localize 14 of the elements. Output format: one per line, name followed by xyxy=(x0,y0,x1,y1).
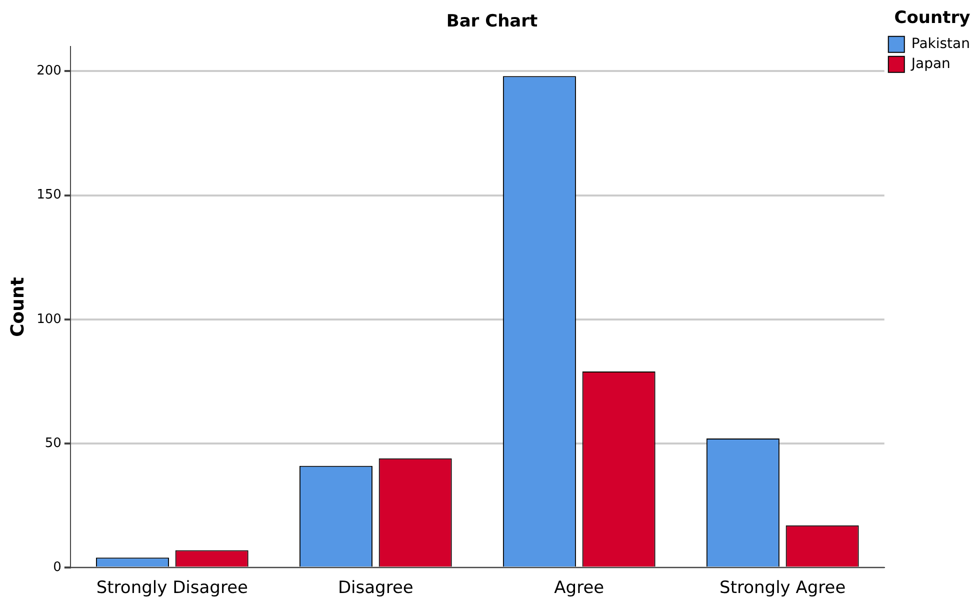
chart-title: Bar Chart xyxy=(446,12,538,32)
x-tick-label: Agree xyxy=(554,578,604,598)
y-tick-label: 50 xyxy=(44,436,62,451)
y-tick-label: 100 xyxy=(36,312,62,327)
y-tick-label: 200 xyxy=(36,64,62,79)
y-tick-label: 150 xyxy=(36,188,62,203)
legend-title: Country xyxy=(894,8,970,28)
x-tick-label: Strongly Agree xyxy=(720,578,846,598)
x-tick-label: Disagree xyxy=(338,578,414,598)
legend-label: Japan xyxy=(910,56,950,72)
y-tick-label: 0 xyxy=(53,560,62,575)
y-axis-title: Count xyxy=(7,276,28,337)
legend-label: Pakistan xyxy=(911,36,970,52)
x-tick-label: Strongly Disagree xyxy=(96,578,248,598)
